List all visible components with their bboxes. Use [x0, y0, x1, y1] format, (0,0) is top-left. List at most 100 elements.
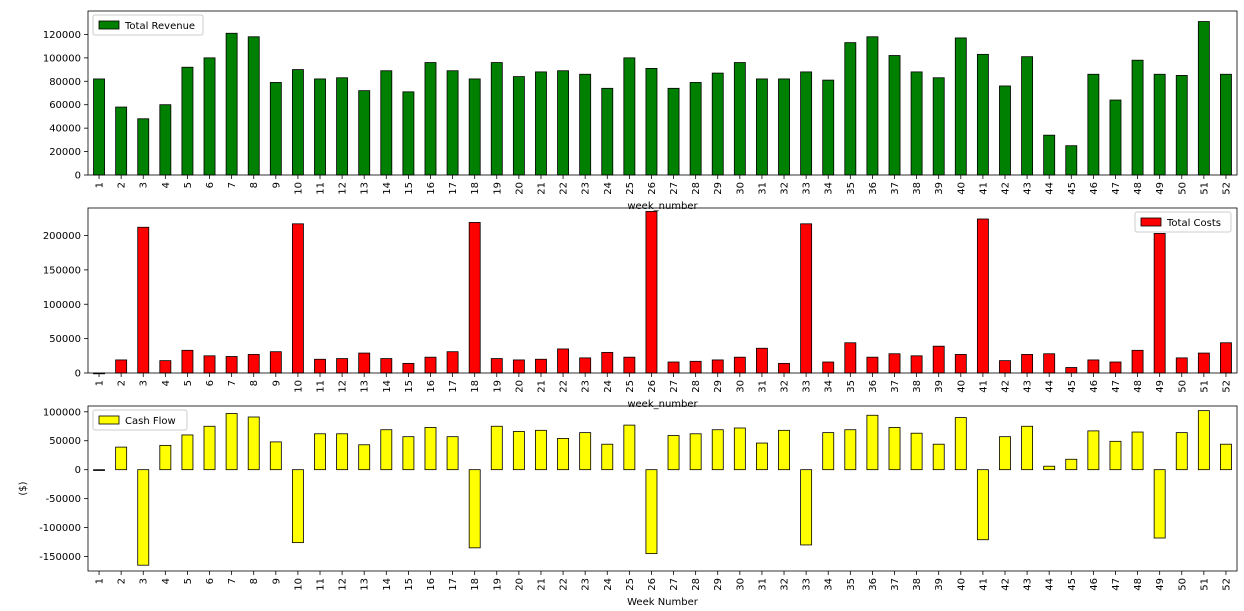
- costs-bar-week-20: [512, 359, 525, 374]
- costs-bar-week-12: [336, 358, 349, 374]
- x-tick-label: 51: [1199, 380, 1210, 393]
- legend-box: [92, 14, 204, 36]
- x-tick-label: 22: [559, 380, 570, 393]
- x-tick-label: 9: [271, 182, 282, 188]
- revenue-bar-week-26: [645, 68, 658, 176]
- x-tick-label: 39: [934, 578, 945, 591]
- cash-flow-bar-week-10: [291, 469, 304, 544]
- costs-bar-week-26: [645, 211, 658, 374]
- revenue-bar-week-48: [1131, 59, 1144, 176]
- x-tick-label: 12: [338, 182, 349, 195]
- cash-flow-bar-week-3: [137, 469, 150, 566]
- x-tick-label: 21: [536, 578, 547, 591]
- x-tick-label: 22: [559, 578, 570, 591]
- x-tick-label: 2: [117, 182, 128, 188]
- x-tick-label: 17: [448, 380, 459, 393]
- costs-bar-week-36: [866, 356, 879, 374]
- x-tick-label: 40: [956, 380, 967, 393]
- x-tick-label: 15: [404, 182, 415, 195]
- revenue-bar-week-10: [291, 69, 304, 176]
- x-tick-label: 4: [161, 380, 172, 386]
- cash-flow-bar-week-47: [1109, 440, 1122, 471]
- legend-swatch: [98, 415, 120, 425]
- x-tick-label: 20: [514, 380, 525, 393]
- x-tick-label: 19: [492, 182, 503, 195]
- x-tick-label: 7: [227, 182, 238, 188]
- x-tick-label: 17: [448, 182, 459, 195]
- x-tick-label: 2: [117, 380, 128, 386]
- x-tick-label: 48: [1133, 578, 1144, 591]
- cash-flow-bar-week-8: [247, 416, 260, 471]
- y-tick-label: 100000: [43, 300, 81, 311]
- y-tick-label: 40000: [49, 124, 81, 135]
- x-tick-label: 39: [934, 182, 945, 195]
- x-tick-label: 1: [95, 578, 106, 584]
- revenue-bar-week-50: [1175, 75, 1188, 176]
- x-tick-label: 6: [205, 380, 216, 386]
- costs-bar-week-28: [689, 360, 702, 374]
- costs-bar-week-34: [822, 361, 835, 374]
- x-tick-label: 42: [1000, 578, 1011, 591]
- costs-bar-week-18: [468, 222, 481, 374]
- x-tick-label: 13: [360, 380, 371, 393]
- x-tick-label: 33: [802, 182, 813, 195]
- costs-bar-week-32: [778, 362, 790, 374]
- x-tick-label: 15: [404, 380, 415, 393]
- x-tick-label: 27: [669, 182, 680, 195]
- revenue-bar-week-21: [535, 71, 547, 176]
- revenue-bar-week-49: [1153, 73, 1166, 176]
- x-tick-label: 30: [735, 578, 746, 591]
- revenue-bar-week-28: [689, 82, 702, 176]
- cash-flow-bar-week-22: [557, 438, 569, 471]
- x-tick-label: 43: [1023, 380, 1034, 393]
- y-tick-label: -150000: [39, 552, 81, 563]
- revenue-bar-week-14: [380, 70, 393, 176]
- revenue-bar-week-36: [866, 36, 879, 176]
- y-tick-label: 50000: [49, 436, 81, 447]
- cash-flow-y-axis-title: ($): [18, 481, 29, 495]
- cash-flow-bar-week-38: [910, 432, 923, 471]
- x-tick-label: 41: [978, 380, 989, 393]
- x-tick-label: 47: [1111, 182, 1122, 195]
- x-tick-label: 12: [338, 578, 349, 591]
- x-tick-label: 46: [1089, 380, 1100, 393]
- x-tick-label: 35: [846, 182, 857, 195]
- costs-bar-week-39: [932, 345, 945, 374]
- y-tick-label: -50000: [46, 494, 81, 505]
- x-tick-label: 44: [1045, 182, 1056, 195]
- costs-bar-week-52: [1220, 342, 1232, 374]
- y-tick-label: 50000: [49, 334, 81, 345]
- x-tick-label: 29: [713, 578, 724, 591]
- costs-bar-week-21: [535, 358, 547, 374]
- x-tick-label: 14: [382, 380, 393, 393]
- costs-bar-week-29: [711, 359, 724, 374]
- x-tick-label: 21: [536, 380, 547, 393]
- revenue-bar-week-45: [1065, 145, 1078, 176]
- x-tick-label: 23: [581, 578, 592, 591]
- x-tick-label: 37: [890, 578, 901, 591]
- x-tick-label: 48: [1133, 380, 1144, 393]
- x-tick-label: 24: [603, 578, 614, 591]
- x-tick-label: 4: [161, 182, 172, 188]
- x-tick-label: 22: [559, 182, 570, 195]
- cash-flow-bar-week-12: [336, 433, 349, 471]
- costs-bar-week-40: [954, 354, 967, 374]
- costs-bar-week-25: [623, 356, 636, 374]
- revenue-bar-week-40: [954, 37, 967, 176]
- x-tick-label: 39: [934, 380, 945, 393]
- cash-flow-bar-week-27: [667, 435, 680, 471]
- x-tick-label: 9: [271, 578, 282, 584]
- revenue-bar-week-37: [888, 55, 901, 176]
- costs-x-axis: 1 2 3 4 5 6 7 8 9 10 11 12 13 14 15 16 17 18 19 20 21 22 23 24 2…: [95, 373, 1232, 393]
- cash-flow-bar-week-37: [888, 427, 901, 471]
- revenue-bar-week-20: [512, 76, 525, 176]
- x-tick-label: 10: [293, 182, 304, 195]
- x-tick-label: 28: [691, 380, 702, 393]
- revenue-bar-week-6: [203, 57, 216, 176]
- revenue-bar-week-39: [932, 77, 945, 176]
- y-tick-label: 0: [75, 465, 81, 476]
- x-tick-label: 1: [95, 380, 106, 386]
- x-tick-label: 31: [757, 380, 768, 393]
- legend-box: [1134, 211, 1232, 233]
- cash-flow-bar-week-9: [269, 441, 282, 471]
